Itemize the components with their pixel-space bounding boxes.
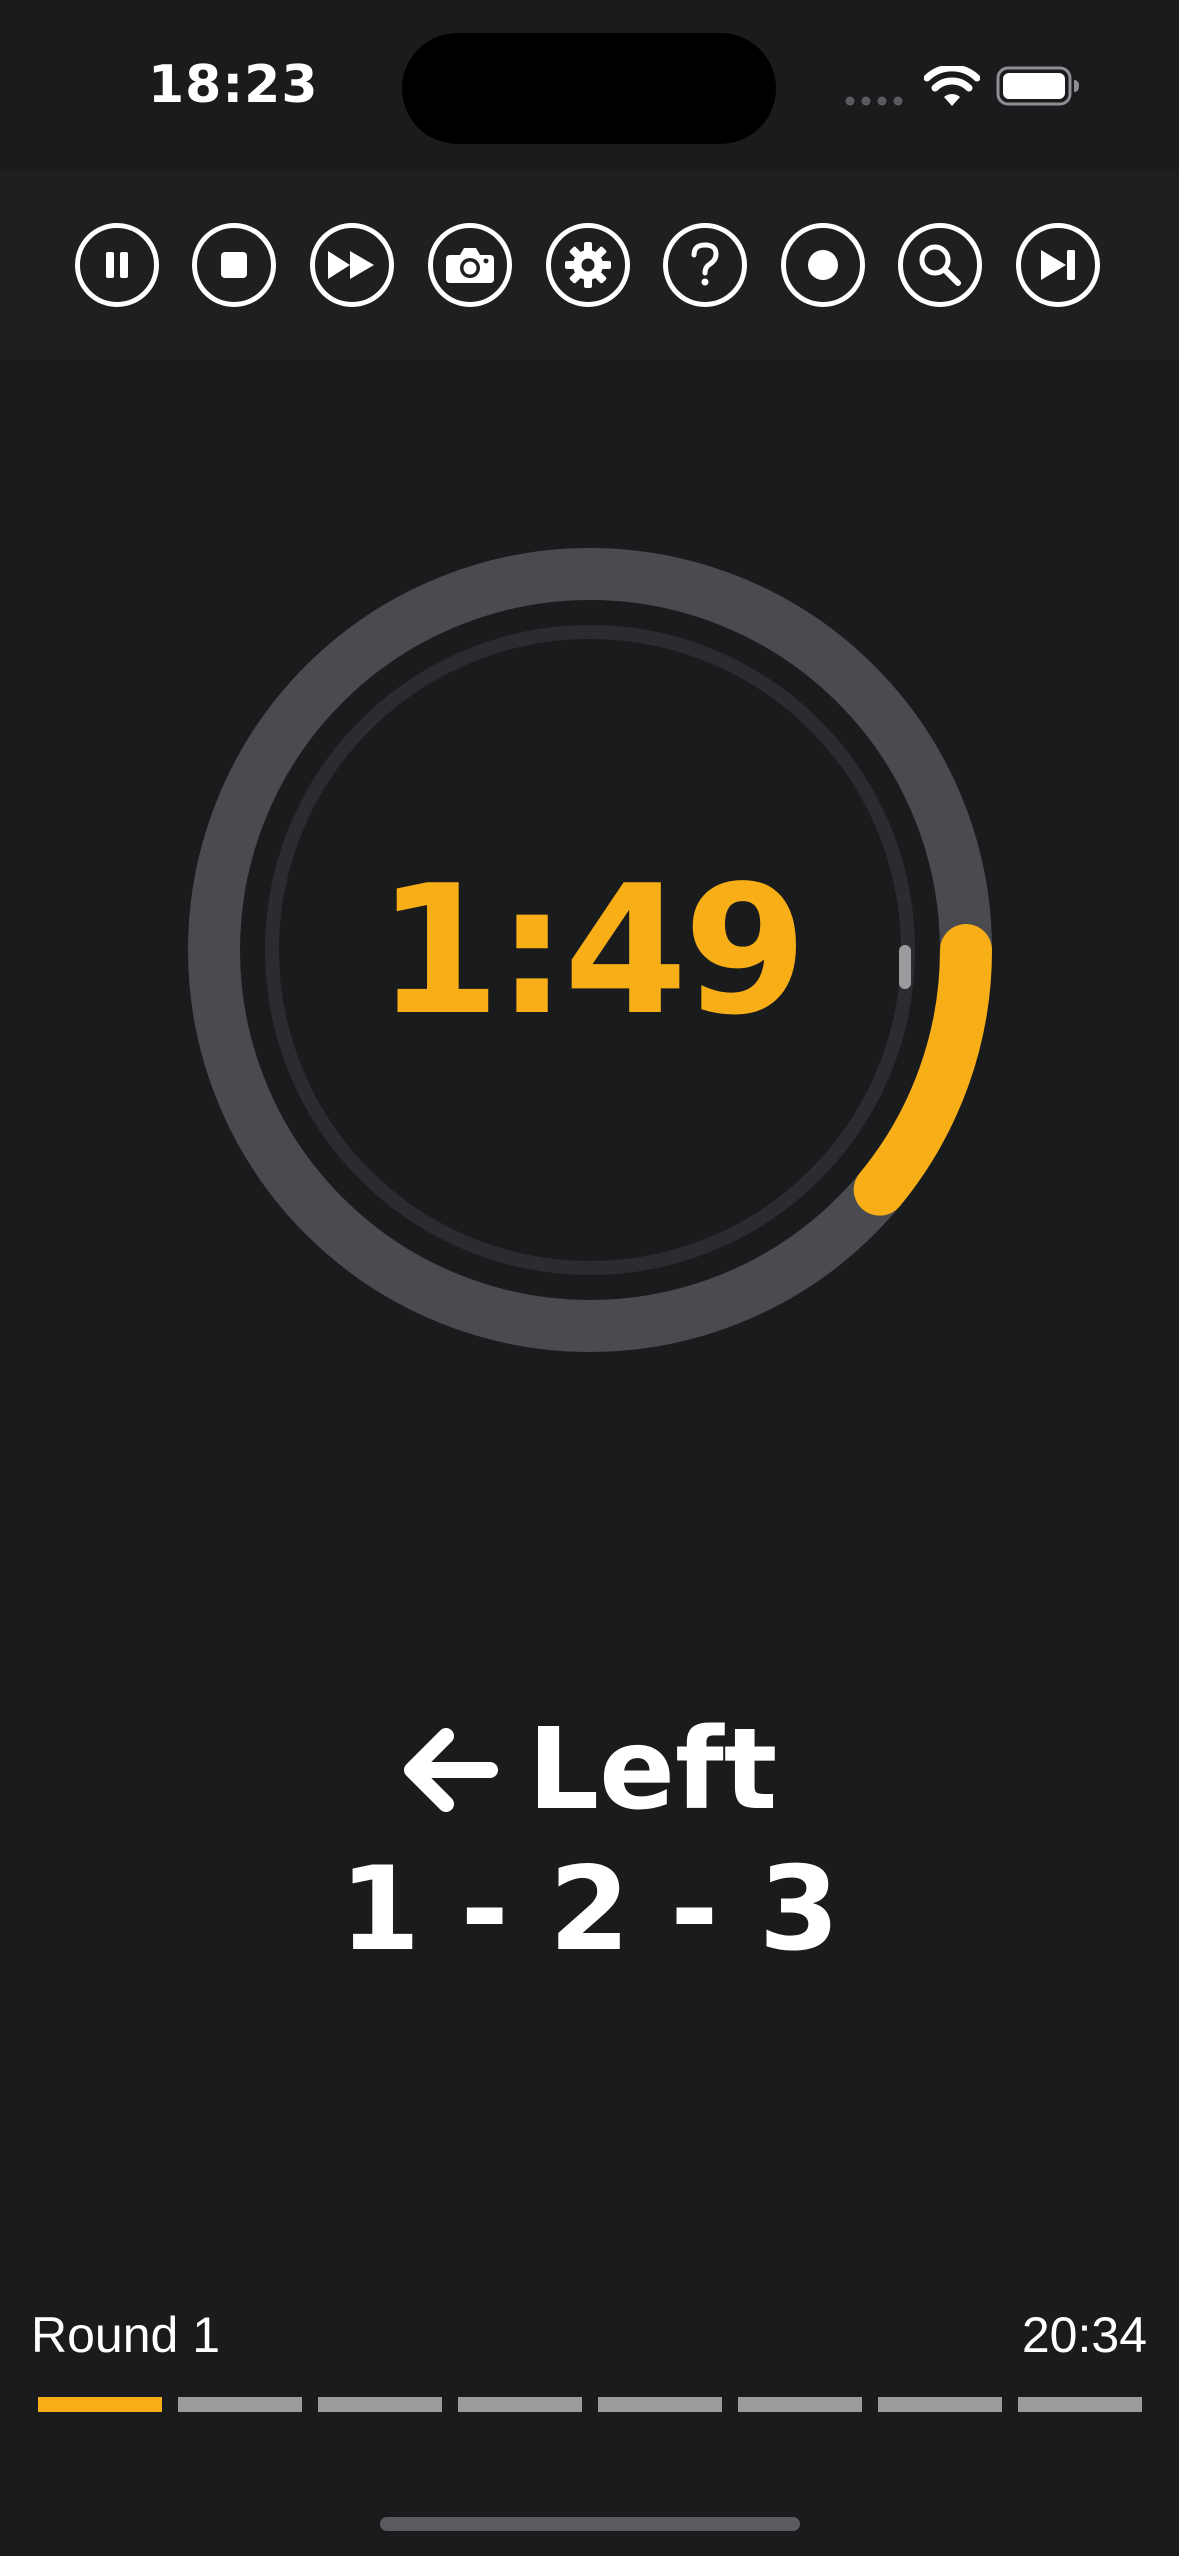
dynamic-island xyxy=(402,33,776,144)
pause-button[interactable] xyxy=(75,223,159,307)
total-time: 20:34 xyxy=(1021,2307,1147,2363)
skip-forward-icon xyxy=(1041,250,1075,280)
round-segment xyxy=(878,2397,1002,2412)
fast-forward-button[interactable] xyxy=(310,223,394,307)
round-segment xyxy=(178,2397,302,2412)
timer-display: 1:49 xyxy=(376,846,808,1054)
stop-icon xyxy=(221,252,247,278)
record-button[interactable] xyxy=(781,223,865,307)
control-toolbar xyxy=(0,170,1179,360)
status-time: 18:23 xyxy=(148,55,319,115)
pause-icon xyxy=(106,252,128,278)
battery-icon xyxy=(996,66,1079,106)
exercise-combo: 1 - 2 - 3 xyxy=(339,1842,840,1977)
exercise-instruction: Left 1 - 2 - 3 xyxy=(0,1700,1179,1980)
help-button[interactable] xyxy=(663,223,747,307)
round-segment xyxy=(458,2397,582,2412)
round-segment xyxy=(738,2397,862,2412)
question-icon xyxy=(691,242,719,286)
status-bar: 18:23 xyxy=(0,0,1179,170)
round-segment xyxy=(598,2397,722,2412)
gear-icon xyxy=(565,242,611,288)
exercise-direction: Left xyxy=(527,1705,778,1835)
exercise-direction-row: Left xyxy=(0,1700,1179,1840)
wifi-icon xyxy=(924,66,980,106)
round-progress-segments xyxy=(38,2397,1142,2412)
search-icon xyxy=(919,244,961,286)
settings-button[interactable] xyxy=(546,223,630,307)
record-icon xyxy=(808,250,838,280)
round-segment xyxy=(38,2397,162,2412)
cellular-signal-icon xyxy=(845,96,903,106)
timer-progress-arc xyxy=(853,924,992,1216)
camera-icon xyxy=(446,248,494,283)
arrow-left-icon xyxy=(403,1728,498,1812)
fast-forward-icon xyxy=(328,251,374,279)
stop-button[interactable] xyxy=(192,223,276,307)
timer-tick-marker xyxy=(899,945,911,989)
round-segment xyxy=(1018,2397,1142,2412)
home-indicator[interactable] xyxy=(380,2517,800,2531)
timer-ring xyxy=(188,548,992,1352)
search-button[interactable] xyxy=(898,223,982,307)
round-segment xyxy=(318,2397,442,2412)
camera-button[interactable] xyxy=(428,223,512,307)
skip-button[interactable] xyxy=(1016,223,1100,307)
round-label: Round 1 xyxy=(31,2307,221,2363)
